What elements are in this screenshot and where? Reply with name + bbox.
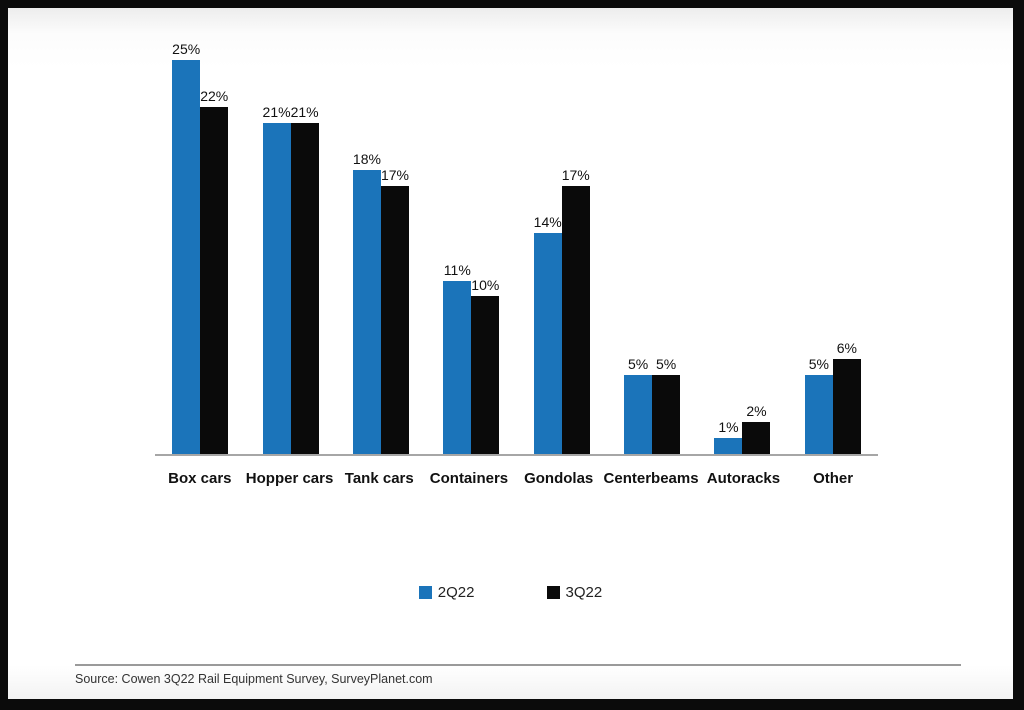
value-label: 1% (718, 419, 739, 435)
bar-wrap: 10% (471, 277, 499, 454)
source-text: Source: Cowen 3Q22 Rail Equipment Survey… (75, 672, 433, 686)
legend-label: 2Q22 (437, 584, 475, 601)
bar-group: 1% 2% (697, 40, 787, 454)
category-label: Centerbeams (603, 470, 699, 487)
bar-wrap: 17% (562, 167, 590, 454)
value-label: 17% (561, 167, 590, 183)
bar-3Q22 (652, 375, 681, 454)
value-label: 25% (172, 41, 201, 57)
bar-group: 5% 5% (607, 40, 697, 454)
legend-swatch (546, 586, 560, 599)
bar-3Q22 (742, 422, 771, 454)
category-label: Tank cars (344, 470, 414, 487)
bar-wrap: 11% (443, 262, 472, 454)
bar-group: 25% 22% (155, 40, 245, 454)
value-label: 5% (655, 356, 677, 372)
category-row: Box cars Hopper cars Tank cars Containers Go… (155, 470, 878, 487)
category-label: Gondolas (524, 470, 594, 487)
bar-2Q22 (624, 375, 653, 454)
chart-canvas: 25% 22% 21% 21% 18% 17% 11% 10% 14% 17% 5% 5% 1% 2% 5%… (8, 8, 1013, 699)
legend-item: 3Q22 (546, 584, 603, 601)
bar-2Q22 (804, 375, 833, 454)
bar-wrap: 2% (742, 403, 771, 454)
legend: 2Q22 3Q22 (8, 584, 1013, 601)
value-label: 5% (808, 356, 829, 372)
bar-wrap: 6% (832, 340, 861, 454)
bar-3Q22 (380, 186, 409, 454)
value-label: 10% (471, 277, 500, 293)
value-label: 2% (746, 403, 767, 419)
bar-wrap: 21% (263, 104, 291, 454)
legend-swatch (418, 586, 432, 599)
bar-wrap: 18% (353, 151, 381, 454)
bar-3Q22 (290, 123, 319, 454)
bar-2Q22 (714, 438, 743, 454)
bar-3Q22 (471, 296, 500, 454)
value-label: 6% (836, 340, 857, 356)
bar-3Q22 (200, 107, 229, 454)
value-label: 21% (290, 104, 319, 120)
plot-area: 25% 22% 21% 21% 18% 17% 11% 10% 14% 17% 5% 5% 1% 2% 5%… (155, 40, 878, 456)
bar-wrap: 14% (534, 214, 562, 454)
legend-label: 3Q22 (565, 584, 603, 601)
bar-3Q22 (561, 186, 590, 454)
bar-3Q22 (832, 359, 861, 454)
category-label: Box cars (168, 470, 232, 487)
category-label: Autoracks (706, 470, 781, 487)
bar-wrap: 21% (291, 104, 319, 454)
value-label: 11% (443, 262, 471, 278)
bar-group: 14% 17% (517, 40, 607, 454)
value-label: 22% (200, 88, 229, 104)
value-label: 5% (627, 356, 649, 372)
bar-2Q22 (533, 233, 562, 454)
bar-wrap: 1% (714, 419, 743, 454)
category-label: Containers (429, 470, 509, 487)
bar-wrap: 25% (172, 41, 200, 454)
value-label: 14% (533, 214, 562, 230)
bar-group: 18% 17% (336, 40, 426, 454)
value-label: 21% (262, 104, 291, 120)
bar-2Q22 (262, 123, 291, 454)
value-label: 18% (352, 151, 381, 167)
bar-wrap: 5% (624, 356, 653, 454)
value-label: 17% (380, 167, 409, 183)
category-label: Other (813, 470, 854, 487)
category-label: Hopper cars (245, 470, 334, 487)
bar-2Q22 (352, 170, 381, 454)
bar-2Q22 (172, 60, 201, 454)
bar-2Q22 (443, 281, 472, 454)
bar-group: 21% 21% (245, 40, 335, 454)
bar-group: 11% 10% (426, 40, 516, 454)
legend-item: 2Q22 (418, 584, 475, 601)
bar-wrap: 22% (200, 88, 228, 454)
bar-wrap: 5% (804, 356, 833, 454)
bar-group: 5% 6% (788, 40, 878, 454)
bar-wrap: 5% (652, 356, 681, 454)
bar-wrap: 17% (381, 167, 409, 454)
source-block: Source: Cowen 3Q22 Rail Equipment Survey… (75, 664, 961, 686)
